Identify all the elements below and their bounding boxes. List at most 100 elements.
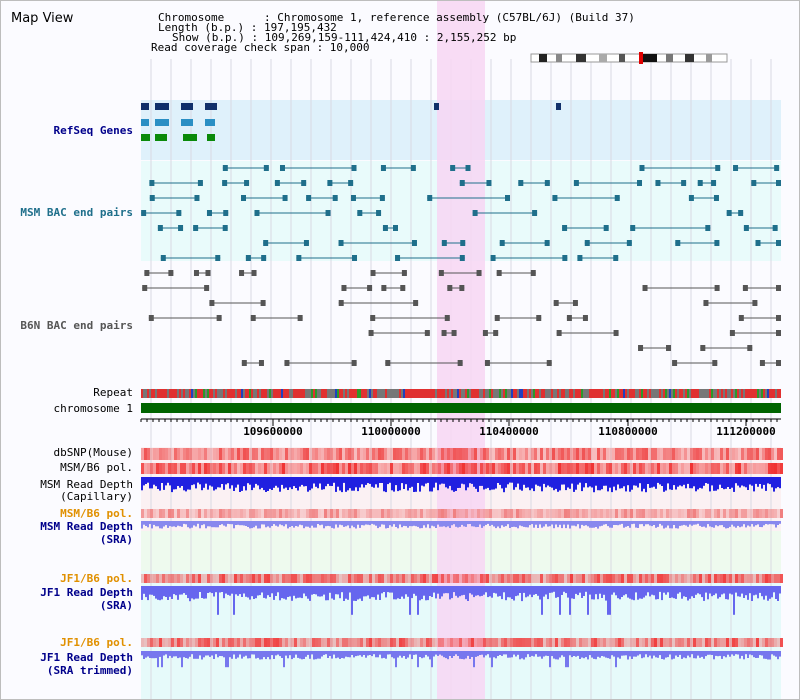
dbsnp-heat bbox=[216, 448, 219, 460]
msm-depth-sra-bar bbox=[199, 521, 201, 529]
jf1-depth-trim-bar bbox=[375, 651, 377, 658]
msm-pol-heat bbox=[312, 463, 315, 474]
repeat-segment bbox=[763, 389, 765, 398]
repeat-segment bbox=[349, 389, 351, 398]
jf1-pol2-heat bbox=[522, 638, 525, 647]
msm-pol-heat bbox=[624, 463, 627, 474]
msm-depth-sra-bar bbox=[255, 521, 257, 526]
msm-depth-sra-bar bbox=[391, 521, 393, 527]
msm-depth-sra-bar bbox=[437, 521, 439, 525]
jf1-depth-trim-bar bbox=[689, 651, 691, 658]
jf1-pol-heat bbox=[657, 574, 660, 583]
jf1-depth-sra-bar bbox=[185, 586, 187, 595]
jf1-depth-sra-bar bbox=[231, 586, 233, 594]
dbsnp-heat bbox=[648, 448, 651, 460]
b6n-bac-pair-end bbox=[447, 285, 453, 291]
jf1-pol2-heat bbox=[603, 638, 606, 647]
msm-depth-cap-bar bbox=[419, 477, 421, 492]
track-label-repeat[interactable]: Repeat bbox=[93, 386, 133, 399]
msm-pol-heat bbox=[219, 463, 222, 474]
repeat-segment bbox=[261, 389, 263, 398]
msm-depth-sra-bar bbox=[703, 521, 705, 527]
jf1-depth-trim-bar bbox=[273, 651, 275, 659]
jf1-depth-sra-bar bbox=[359, 586, 361, 599]
repeat-segment bbox=[497, 389, 499, 398]
msm-depth-sra-bar bbox=[669, 521, 671, 529]
jf1-pol-heat bbox=[759, 574, 762, 583]
track-label-jf1-depth-trimmed[interactable]: JF1 Read Depth bbox=[40, 651, 133, 664]
refseq-gene bbox=[155, 134, 167, 141]
msm-pol2-heat bbox=[762, 509, 765, 518]
track-label-msm-bac[interactable]: MSM BAC end pairs bbox=[20, 206, 133, 219]
jf1-depth-sra-bar bbox=[665, 586, 667, 595]
jf1-pol2-heat bbox=[513, 638, 516, 647]
jf1-depth-trim-bar bbox=[649, 651, 651, 656]
jf1-pol-heat bbox=[618, 574, 621, 583]
jf1-depth-sra-bar bbox=[607, 586, 609, 615]
jf1-depth-trim-bar bbox=[759, 651, 761, 656]
dbsnp-heat bbox=[381, 448, 384, 460]
msm-bac-pair-end bbox=[505, 195, 511, 201]
track-label-msm-depth-sra[interactable]: MSM Read Depth bbox=[40, 520, 133, 533]
jf1-pol2-heat bbox=[219, 638, 222, 647]
track-label-jf1-b6-pol-2[interactable]: JF1/B6 pol. bbox=[60, 636, 133, 649]
msm-pol2-heat bbox=[495, 509, 498, 518]
track-label-jf1-b6-pol[interactable]: JF1/B6 pol. bbox=[60, 572, 133, 585]
dbsnp-heat bbox=[618, 448, 621, 460]
msm-depth-cap-bar bbox=[335, 477, 337, 492]
repeat-segment bbox=[619, 389, 621, 398]
jf1-depth-sra-bar bbox=[243, 586, 245, 594]
b6n-bac-pair-end bbox=[493, 330, 499, 336]
jf1-depth-trim-bar bbox=[493, 651, 495, 658]
jf1-depth-trim-bar bbox=[181, 651, 183, 668]
msm-depth-sra-bar bbox=[325, 521, 327, 527]
track-label-msm-depth-capillary[interactable]: MSM Read Depth bbox=[40, 478, 133, 491]
msm-depth-cap-bar bbox=[433, 477, 435, 488]
repeat-segment bbox=[363, 389, 365, 398]
jf1-depth-sra-bar bbox=[203, 586, 205, 599]
track-label-msm-b6-pol[interactable]: MSM/B6 pol. bbox=[60, 461, 133, 474]
track-label-dbsnp[interactable]: dbSNP(Mouse) bbox=[53, 446, 133, 459]
jf1-depth-sra-bar bbox=[659, 586, 661, 592]
repeat-segment bbox=[675, 389, 677, 398]
jf1-pol-heat bbox=[594, 574, 597, 583]
track-label-b6n-bac[interactable]: B6N BAC end pairs bbox=[20, 319, 133, 332]
jf1-depth-sra-bar bbox=[163, 586, 165, 597]
jf1-pol2-heat bbox=[693, 638, 696, 647]
jf1-pol2-heat bbox=[720, 638, 723, 647]
jf1-depth-trim-bar bbox=[707, 651, 709, 655]
msm-pol2-heat bbox=[630, 509, 633, 518]
track-label-msm-b6-pol-2[interactable]: MSM/B6 pol. bbox=[60, 507, 133, 520]
msm-depth-sra-bar bbox=[423, 521, 425, 526]
msm-depth-sra-bar bbox=[357, 521, 359, 525]
msm-depth-cap-bar bbox=[523, 477, 525, 485]
dbsnp-heat bbox=[468, 448, 471, 460]
jf1-depth-sra-bar bbox=[237, 586, 239, 596]
msm-pol-heat bbox=[687, 463, 690, 474]
msm-pol2-heat bbox=[165, 509, 168, 518]
track-label-jf1-depth-sra[interactable]: JF1 Read Depth bbox=[40, 586, 133, 599]
msm-depth-cap-bar bbox=[627, 477, 629, 486]
msm-pol-heat bbox=[462, 463, 465, 474]
jf1-depth-sra-bar bbox=[537, 586, 539, 596]
msm-pol2-heat bbox=[654, 509, 657, 518]
jf1-depth-sra-bar bbox=[147, 586, 149, 601]
dbsnp-heat bbox=[378, 448, 381, 460]
msm-bac-pair-end bbox=[562, 255, 568, 261]
dbsnp-heat bbox=[756, 448, 759, 460]
track-label-refseq-genes[interactable]: RefSeq Genes bbox=[53, 124, 133, 137]
repeat-segment bbox=[241, 389, 243, 398]
jf1-depth-sra-bar bbox=[669, 586, 671, 598]
jf1-pol-heat bbox=[264, 574, 267, 583]
dbsnp-heat bbox=[171, 448, 174, 460]
jf1-depth-sra-bar bbox=[327, 586, 329, 601]
dbsnp-heat bbox=[213, 448, 216, 460]
jf1-pol-heat bbox=[414, 574, 417, 583]
repeat-segment bbox=[381, 389, 383, 398]
msm-depth-sra-bar bbox=[615, 521, 617, 525]
msm-depth-sra-bar bbox=[307, 521, 309, 527]
msm-depth-cap-bar bbox=[219, 477, 221, 488]
msm-pol2-heat bbox=[765, 509, 768, 518]
jf1-depth-trim-bar bbox=[449, 651, 451, 656]
repeat-segment bbox=[525, 389, 527, 398]
